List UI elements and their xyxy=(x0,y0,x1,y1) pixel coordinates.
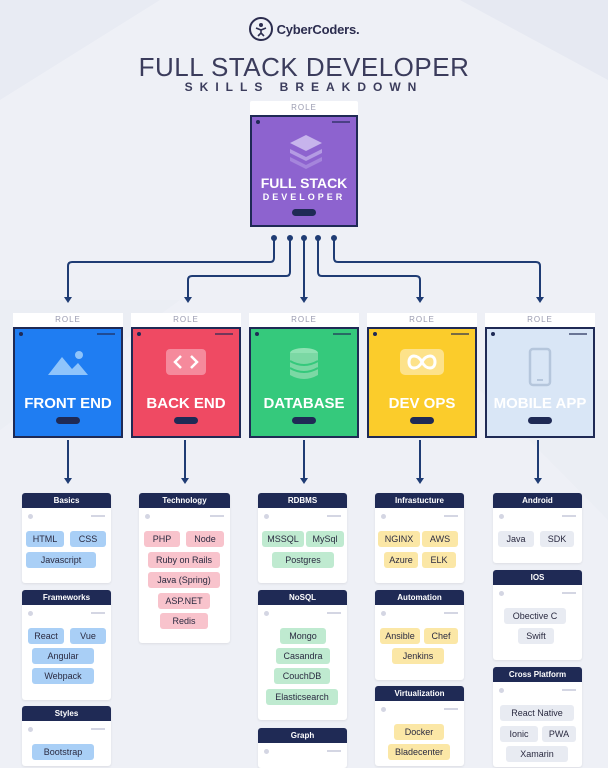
skill-tag: Node xyxy=(186,531,224,547)
role-tag-4: ROLE xyxy=(485,313,595,327)
skill-group-title: RDBMS xyxy=(258,493,347,508)
skill-tag: Bootstrap xyxy=(32,744,94,760)
skill-group-title: NoSQL xyxy=(258,590,347,605)
person-logo-icon xyxy=(248,17,273,41)
skill-tag: NGINX xyxy=(378,531,420,547)
skill-group-title: Virtualization xyxy=(375,686,464,701)
skill-group-title: Android xyxy=(493,493,582,508)
skill-tag: Azure xyxy=(384,552,418,568)
skill-tag: Mongo xyxy=(280,628,326,644)
role-tag-1: ROLE xyxy=(131,313,241,327)
skill-group-title: Styles xyxy=(22,706,111,721)
smartphone-icon xyxy=(487,347,593,387)
skill-tag: ELK xyxy=(422,552,456,568)
role-card-dev-ops: DEV OPS xyxy=(367,327,477,438)
role-card-back-end: BACK END xyxy=(131,327,241,438)
skill-group-graph: Graph xyxy=(258,728,347,768)
skill-tag: Java xyxy=(498,531,534,547)
skill-tag: Obective C xyxy=(504,608,566,624)
role-tag-3: ROLE xyxy=(367,313,477,327)
logo-text: CyberCoders. xyxy=(276,21,360,37)
skill-tag: CouchDB xyxy=(274,668,330,684)
layers-icon xyxy=(290,135,322,169)
skill-tag: PWA xyxy=(542,726,576,742)
skill-tag: Webpack xyxy=(32,668,94,684)
skill-tag: Javascript xyxy=(26,552,96,568)
role-tag-0: ROLE xyxy=(13,313,123,327)
main-role-card: FULL STACK DEVELOPER xyxy=(250,115,358,227)
skill-tag: Angular xyxy=(32,648,94,664)
skill-tag: React Native xyxy=(500,705,574,721)
skill-group-title: Infrastucture xyxy=(375,493,464,508)
skill-tag: ASP.NET xyxy=(158,593,210,609)
skill-group-title: Graph xyxy=(258,728,347,743)
skill-tag: Docker xyxy=(394,724,444,740)
role-card-front-end: FRONT END xyxy=(13,327,123,438)
skill-tag: Postgres xyxy=(272,552,334,568)
role-label: BACK END xyxy=(146,395,226,412)
role-label: MOBILE APP xyxy=(493,395,587,412)
skill-tag: PHP xyxy=(144,531,180,547)
infinity-loop-icon xyxy=(369,347,475,377)
mountain-image-icon xyxy=(15,347,121,377)
role-label: DATABASE xyxy=(263,395,345,412)
skill-tag: React xyxy=(28,628,64,644)
skill-tag: MSSQL xyxy=(262,531,304,547)
skill-group-title: Technology xyxy=(139,493,230,508)
skill-tag: CSS xyxy=(70,531,106,547)
skill-group-android: Android xyxy=(493,493,582,563)
skill-tag: Swift xyxy=(518,628,554,644)
skill-tag: Ruby on Rails xyxy=(148,552,220,568)
main-role-tag: ROLE xyxy=(250,101,358,115)
role-tag-2: ROLE xyxy=(249,313,359,327)
code-brackets-icon xyxy=(133,347,239,377)
skill-tag: Casandra xyxy=(276,648,330,664)
skill-tag: Redis xyxy=(160,613,208,629)
cybercoders-logo: CyberCoders. xyxy=(0,12,608,46)
role-card-database: DATABASE xyxy=(249,327,359,438)
main-role-line1: FULL STACK xyxy=(260,175,348,191)
role-label: FRONT END xyxy=(24,395,112,412)
skill-group-title: Basics xyxy=(22,493,111,508)
page-subtitle: SKILLS BREAKDOWN xyxy=(184,80,424,94)
skill-tag: HTML xyxy=(26,531,64,547)
page-title: FULL STACK DEVELOPER xyxy=(138,52,470,82)
database-stack-icon xyxy=(251,347,357,381)
role-label: DEV OPS xyxy=(388,395,456,412)
skill-tag: Elasticsearch xyxy=(266,689,338,705)
skill-tag: Bladecenter xyxy=(388,744,450,760)
skill-tag: Vue xyxy=(70,628,106,644)
skill-tag: Java (Spring) xyxy=(148,572,220,588)
skill-group-title: Cross Platform xyxy=(493,667,582,682)
skill-tag: AWS xyxy=(422,531,458,547)
skill-group-title: Automation xyxy=(375,590,464,605)
skill-tag: Chef xyxy=(424,628,458,644)
skill-tag: Jenkins xyxy=(392,648,444,664)
skill-tag: SDK xyxy=(540,531,574,547)
skill-tag: Ionic xyxy=(500,726,538,742)
skill-tag: MySql xyxy=(306,531,344,547)
role-card-mobile-app: MOBILE APP xyxy=(485,327,595,438)
skill-tag: Ansible xyxy=(380,628,420,644)
skill-tag: Xamarin xyxy=(506,746,568,762)
skill-group-title: IOS xyxy=(493,570,582,585)
skill-group-title: Frameworks xyxy=(22,590,111,605)
main-role-line2: DEVELOPER xyxy=(262,192,346,202)
